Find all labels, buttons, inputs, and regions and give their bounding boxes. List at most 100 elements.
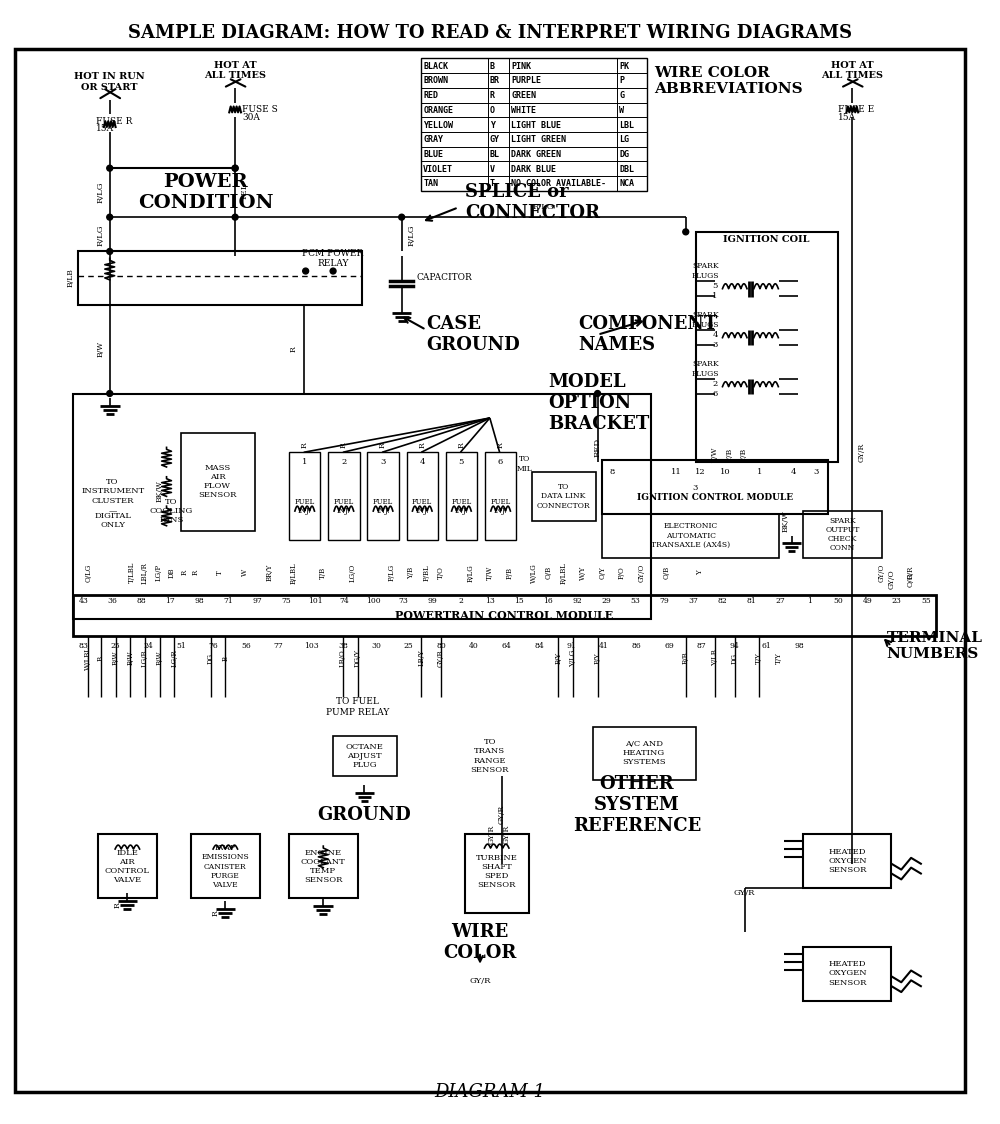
Text: 86: 86	[632, 642, 642, 651]
Text: LIGHT GREEN: LIGHT GREEN	[511, 135, 566, 144]
Text: SAMPLE DIAGRAM: HOW TO READ & INTERPRET WIRING DIAGRAMS: SAMPLE DIAGRAM: HOW TO READ & INTERPRET …	[128, 24, 852, 42]
Text: T: T	[490, 180, 495, 189]
Text: LG: LG	[619, 135, 629, 144]
Text: 5: 5	[712, 282, 718, 290]
Text: 16: 16	[543, 597, 553, 605]
Bar	[407, 452, 438, 541]
Text: 2: 2	[713, 380, 718, 388]
Text: TO
MIL: TO MIL	[516, 455, 532, 472]
Text: SPARK
PLUGS: SPARK PLUGS	[692, 262, 719, 280]
Text: Y/B: Y/B	[741, 448, 749, 462]
Text: Y/B: Y/B	[407, 566, 415, 579]
Text: DG: DG	[619, 149, 629, 158]
Text: 100: 100	[366, 597, 381, 605]
Bar	[532, 472, 596, 520]
Text: T/O: T/O	[437, 566, 445, 579]
Text: 50: 50	[834, 597, 843, 605]
Text: 79: 79	[659, 597, 669, 605]
Text: SPLICE or
CONNECTOR: SPLICE or CONNECTOR	[465, 183, 600, 221]
Text: CASE
GROUND: CASE GROUND	[426, 316, 520, 354]
Text: 2: 2	[341, 459, 346, 466]
Text: GY/R: GY/R	[498, 805, 506, 824]
Text: 97: 97	[253, 597, 262, 605]
Text: 30A: 30A	[242, 112, 260, 121]
Circle shape	[683, 229, 689, 235]
Text: HOT AT
ALL TIMES: HOT AT ALL TIMES	[204, 61, 266, 80]
Circle shape	[232, 165, 238, 171]
Text: B/W: B/W	[112, 651, 120, 665]
Text: COMPONENT
NAMES: COMPONENT NAMES	[578, 316, 717, 354]
Text: PINK: PINK	[511, 62, 531, 71]
Text: DG/Y: DG/Y	[354, 649, 362, 667]
Text: 36: 36	[107, 597, 117, 605]
Text: DIAGRAM 1: DIAGRAM 1	[434, 1084, 545, 1102]
Text: BL: BL	[490, 149, 500, 158]
Circle shape	[303, 269, 309, 274]
Text: SPARK
PLUGS: SPARK PLUGS	[692, 361, 719, 378]
Text: BROWN: BROWN	[423, 76, 448, 85]
Text: FUEL
INJ.: FUEL INJ.	[451, 498, 472, 515]
Text: R: R	[114, 901, 122, 908]
Text: 11: 11	[671, 468, 681, 475]
Text: 56: 56	[241, 642, 251, 651]
Text: R/LG: R/LG	[407, 224, 415, 245]
Text: MASS
AIR
FLOW
SENSOR: MASS AIR FLOW SENSOR	[198, 464, 237, 499]
Text: TO
DATA LINK
CONNECTOR: TO DATA LINK CONNECTOR	[536, 483, 590, 509]
Text: BLACK: BLACK	[423, 62, 448, 71]
Bar	[73, 393, 651, 619]
Circle shape	[232, 215, 238, 220]
Text: NCA: NCA	[619, 180, 634, 189]
Text: OTHER
SYSTEM
REFERENCE: OTHER SYSTEM REFERENCE	[573, 776, 701, 835]
Bar	[191, 834, 260, 898]
Text: 76: 76	[209, 642, 218, 651]
Text: O: O	[490, 106, 495, 115]
Text: TO
INSTRUMENT
CLUSTER: TO INSTRUMENT CLUSTER	[81, 479, 144, 505]
Text: P/O: P/O	[618, 566, 626, 579]
Text: —: —	[108, 507, 117, 515]
Text: T: T	[216, 570, 224, 575]
Text: 13: 13	[485, 597, 495, 605]
Text: 3: 3	[712, 341, 718, 348]
Text: 12: 12	[695, 468, 706, 475]
Text: T/LBL: T/LBL	[128, 562, 136, 583]
Text: GY/R: GY/R	[488, 825, 496, 844]
Text: GY/O: GY/O	[887, 570, 895, 589]
Text: 4: 4	[791, 468, 796, 475]
Text: WHITE: WHITE	[511, 106, 536, 115]
Text: 3: 3	[380, 459, 386, 466]
Text: 2: 2	[459, 597, 463, 605]
Text: PURPLE: PURPLE	[511, 76, 541, 85]
Text: W/LBL: W/LBL	[84, 646, 92, 670]
Text: ENGINE
COOLANT
TEMP
SENSOR: ENGINE COOLANT TEMP SENSOR	[301, 849, 346, 885]
Bar	[98, 834, 157, 898]
Text: O/B: O/B	[545, 566, 553, 579]
Text: B: B	[490, 62, 495, 71]
Text: 27: 27	[776, 597, 785, 605]
Text: 80: 80	[436, 642, 446, 651]
Text: O/B: O/B	[662, 566, 670, 579]
Text: R: R	[490, 91, 495, 100]
Text: 37: 37	[688, 597, 698, 605]
Text: DG: DG	[731, 653, 739, 663]
Text: R/LG: R/LG	[466, 564, 474, 581]
Text: 15A: 15A	[838, 112, 856, 121]
Text: 15A: 15A	[96, 125, 114, 134]
Text: R: R	[418, 443, 426, 448]
Text: ELECTRONIC
AUTOMATIC
TRANSAXLE (AX4S): ELECTRONIC AUTOMATIC TRANSAXLE (AX4S)	[651, 523, 730, 549]
Text: TAN: TAN	[423, 180, 438, 189]
Text: GY/R: GY/R	[469, 977, 491, 986]
Circle shape	[399, 215, 405, 220]
Text: DG: DG	[207, 653, 215, 663]
Bar	[289, 452, 320, 541]
Text: LBL/R: LBL/R	[141, 562, 149, 583]
Text: GY: GY	[490, 135, 500, 144]
Text: GY/R: GY/R	[502, 825, 510, 844]
Text: B: B	[97, 655, 105, 661]
Text: FUSE R: FUSE R	[96, 117, 132, 126]
Circle shape	[107, 390, 113, 397]
Text: 15: 15	[514, 597, 524, 605]
Text: 55: 55	[921, 597, 931, 605]
Text: 64: 64	[502, 642, 511, 651]
Bar	[421, 58, 647, 191]
Text: R: R	[340, 443, 348, 448]
